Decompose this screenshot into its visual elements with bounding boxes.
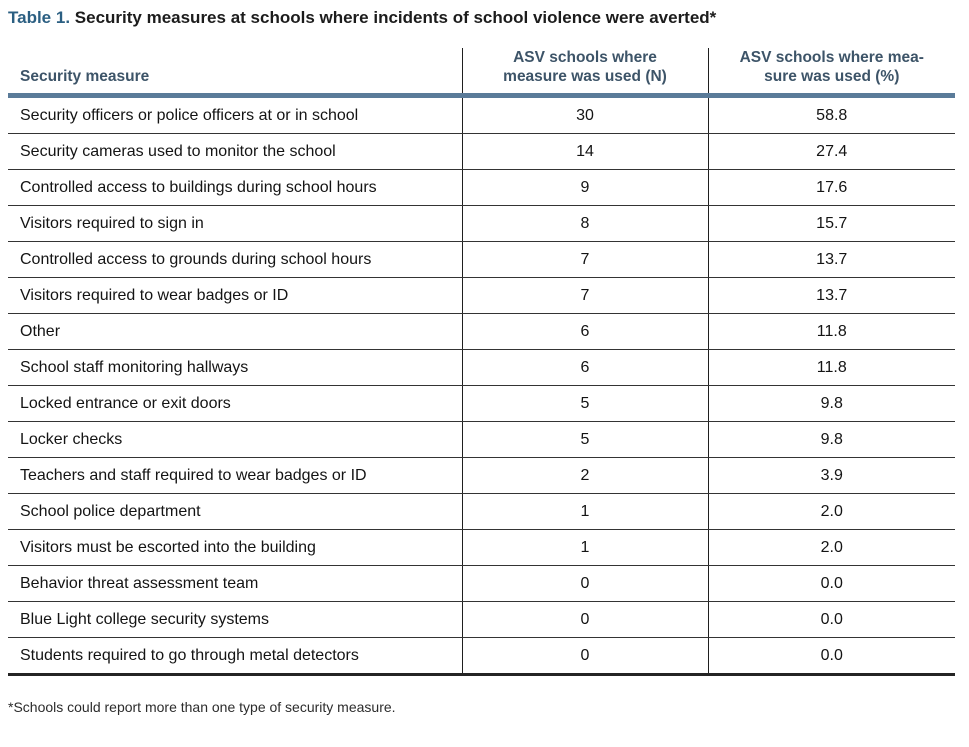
pct-value-cell: 27.4 — [707, 133, 955, 170]
column-header-n: ASV schools where measure was used (N) — [461, 48, 708, 98]
table-row: Visitors must be escorted into the build… — [8, 529, 955, 566]
n-value-cell: 30 — [461, 95, 708, 134]
table-row: Other 6 11.8 — [8, 313, 955, 350]
table-row: Controlled access to buildings during sc… — [8, 169, 955, 206]
column-header-pct-line1: ASV schools where mea- — [739, 49, 924, 66]
measure-cell: School staff monitoring hallways — [8, 349, 462, 386]
n-value-cell: 8 — [461, 205, 708, 242]
n-value-cell: 0 — [461, 637, 708, 676]
n-value-cell: 0 — [461, 601, 708, 638]
pct-value-cell: 9.8 — [707, 385, 955, 422]
measure-cell: Students required to go through metal de… — [8, 637, 462, 676]
table-row: Blue Light college security systems 0 0.… — [8, 601, 955, 638]
measure-cell: Visitors required to wear badges or ID — [8, 277, 462, 314]
table-number-label: Table 1. — [8, 8, 71, 27]
measure-cell: Security cameras used to monitor the sch… — [8, 133, 462, 170]
measure-cell: Security officers or police officers at … — [8, 95, 462, 134]
table-row: Locked entrance or exit doors 5 9.8 — [8, 385, 955, 422]
table-row: Visitors required to wear badges or ID 7… — [8, 277, 955, 314]
table-row: Security officers or police officers at … — [8, 95, 955, 134]
measure-cell: School police department — [8, 493, 462, 530]
measure-cell: Other — [8, 313, 462, 350]
n-value-cell: 5 — [461, 385, 708, 422]
measure-cell: Behavior threat assessment team — [8, 565, 462, 602]
pct-value-cell: 17.6 — [707, 169, 955, 206]
measure-cell: Teachers and staff required to wear badg… — [8, 457, 462, 494]
table-body: Security officers or police officers at … — [8, 95, 955, 676]
column-header-n-line1: ASV schools where — [513, 49, 657, 66]
header-row: Security measure ASV schools where measu… — [8, 48, 955, 98]
table-row: School police department 1 2.0 — [8, 493, 955, 530]
n-value-cell: 2 — [461, 457, 708, 494]
table-title: Table 1. Security measures at schools wh… — [8, 7, 961, 28]
pct-value-cell: 13.7 — [707, 277, 955, 314]
page: Table 1. Security measures at schools wh… — [8, 7, 961, 715]
table-header: Security measure ASV schools where measu… — [8, 48, 955, 98]
measure-cell: Visitors must be escorted into the build… — [8, 529, 462, 566]
n-value-cell: 9 — [461, 169, 708, 206]
column-header-n-line2: measure was used (N) — [503, 68, 667, 85]
column-header-measure: Security measure — [8, 48, 462, 98]
table-row: Controlled access to grounds during scho… — [8, 241, 955, 278]
pct-value-cell: 3.9 — [707, 457, 955, 494]
table-row: Students required to go through metal de… — [8, 637, 955, 676]
table-row: Security cameras used to monitor the sch… — [8, 133, 955, 170]
table-row: Visitors required to sign in 8 15.7 — [8, 205, 955, 242]
pct-value-cell: 58.8 — [707, 95, 955, 134]
table-row: Teachers and staff required to wear badg… — [8, 457, 955, 494]
pct-value-cell: 2.0 — [707, 529, 955, 566]
n-value-cell: 7 — [461, 241, 708, 278]
n-value-cell: 7 — [461, 277, 708, 314]
security-measures-table: Security measure ASV schools where measu… — [8, 48, 955, 676]
pct-value-cell: 15.7 — [707, 205, 955, 242]
pct-value-cell: 11.8 — [707, 349, 955, 386]
measure-cell: Controlled access to buildings during sc… — [8, 169, 462, 206]
n-value-cell: 6 — [461, 349, 708, 386]
n-value-cell: 1 — [461, 493, 708, 530]
measure-cell: Locker checks — [8, 421, 462, 458]
n-value-cell: 14 — [461, 133, 708, 170]
column-header-pct: ASV schools where mea- sure was used (%) — [707, 48, 955, 98]
footnote: *Schools could report more than one type… — [8, 699, 396, 715]
pct-value-cell: 11.8 — [707, 313, 955, 350]
measure-cell: Visitors required to sign in — [8, 205, 462, 242]
pct-value-cell: 2.0 — [707, 493, 955, 530]
n-value-cell: 0 — [461, 565, 708, 602]
table-row: Locker checks 5 9.8 — [8, 421, 955, 458]
measure-cell: Locked entrance or exit doors — [8, 385, 462, 422]
n-value-cell: 5 — [461, 421, 708, 458]
pct-value-cell: 0.0 — [707, 637, 955, 676]
pct-value-cell: 0.0 — [707, 601, 955, 638]
table-title-text: Security measures at schools where incid… — [70, 8, 717, 27]
pct-value-cell: 9.8 — [707, 421, 955, 458]
column-header-pct-line2: sure was used (%) — [764, 68, 900, 85]
table-row: Behavior threat assessment team 0 0.0 — [8, 565, 955, 602]
n-value-cell: 6 — [461, 313, 708, 350]
pct-value-cell: 0.0 — [707, 565, 955, 602]
n-value-cell: 1 — [461, 529, 708, 566]
pct-value-cell: 13.7 — [707, 241, 955, 278]
measure-cell: Controlled access to grounds during scho… — [8, 241, 462, 278]
measure-cell: Blue Light college security systems — [8, 601, 462, 638]
table-row: School staff monitoring hallways 6 11.8 — [8, 349, 955, 386]
